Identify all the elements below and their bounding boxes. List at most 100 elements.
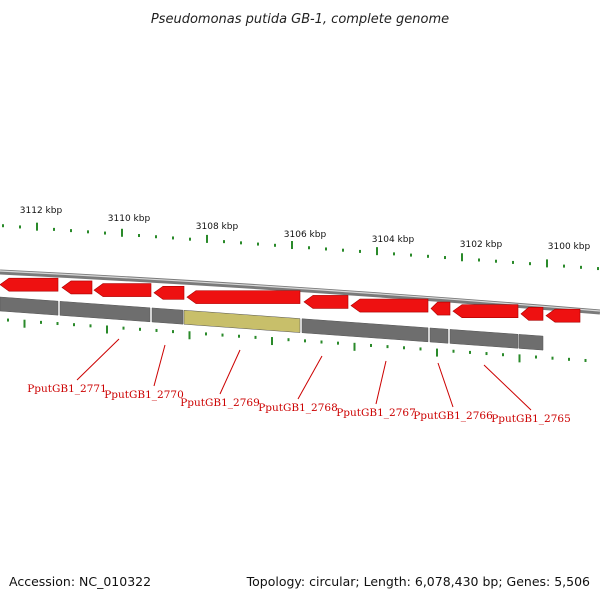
scale-tick — [568, 357, 570, 361]
scale-tick — [495, 259, 497, 263]
scale-tick — [427, 254, 429, 258]
scale-tick — [376, 247, 378, 256]
scale-tick — [89, 324, 92, 328]
bottom-scale-ticks — [7, 318, 587, 363]
scale-tick — [172, 236, 174, 240]
scale-tick — [410, 253, 412, 257]
scale-tick — [461, 253, 463, 262]
scale-tick — [444, 256, 446, 260]
gene-leader-line — [76, 338, 120, 381]
gene-leader-line — [153, 344, 166, 387]
scale-tick — [485, 352, 488, 356]
scale-tick — [23, 319, 26, 328]
scale-tick — [518, 354, 521, 363]
scale-tick — [7, 318, 9, 322]
scale-tick — [546, 259, 548, 268]
gene-arrow — [303, 295, 349, 309]
scale-tick — [189, 237, 191, 241]
top-scale-ticks — [2, 222, 599, 271]
scale-tick — [121, 228, 123, 237]
scale-label: 3108 kbp — [196, 222, 239, 232]
gene-label[interactable]: PputGB1_2771 — [27, 383, 107, 395]
scale-label: 3102 kbp — [460, 240, 503, 250]
gene-label[interactable]: PputGB1_2765 — [491, 413, 571, 425]
scale-tick — [287, 338, 290, 342]
gene-band — [449, 329, 519, 349]
scale-tick — [551, 356, 554, 360]
scale-tick — [172, 330, 174, 334]
scale-tick — [274, 243, 276, 247]
scale-tick — [36, 222, 38, 231]
scale-tick — [139, 327, 141, 331]
gene-leader-line — [297, 355, 323, 400]
scale-tick — [353, 342, 356, 351]
scale-tick — [535, 355, 537, 359]
scale-tick — [188, 331, 191, 340]
gene-arrow — [61, 280, 93, 295]
scale-tick — [254, 335, 257, 339]
scale-labels: 3112 kbp 3110 kbp 3108 kbp 3106 kbp 3104 kbp… — [20, 206, 591, 252]
gene-band — [151, 307, 184, 325]
gene-band — [59, 301, 151, 323]
scale-tick — [308, 246, 310, 250]
scale-tick — [393, 252, 395, 256]
scale-tick — [419, 347, 422, 351]
scale-tick — [436, 348, 438, 357]
gene-label[interactable]: PputGB1_2767 — [336, 407, 416, 419]
scale-tick — [104, 231, 106, 235]
scale-tick — [53, 227, 55, 231]
scale-tick — [304, 339, 306, 343]
scale-tick — [563, 264, 565, 268]
gene-arrow — [153, 286, 185, 300]
scale-tick — [257, 242, 259, 246]
scale-tick — [403, 346, 405, 350]
scale-tick — [138, 234, 140, 238]
scale-tick — [122, 326, 125, 330]
scale-label: 3110 kbp — [108, 214, 151, 224]
scale-tick — [370, 343, 372, 347]
gene-arrow — [0, 277, 59, 292]
scale-tick — [337, 341, 339, 345]
scale-tick — [386, 345, 389, 349]
scale-tick — [19, 225, 21, 229]
scale-label: 3104 kbp — [372, 235, 415, 245]
scale-tick — [40, 320, 42, 324]
scale-tick — [271, 337, 273, 346]
gene-label[interactable]: PputGB1_2769 — [180, 397, 260, 409]
gene-band — [518, 334, 544, 351]
gene-leader-lines — [76, 338, 532, 411]
gene-band — [301, 318, 429, 343]
scale-tick — [584, 358, 587, 362]
gene-band — [0, 296, 59, 316]
gene-labels: PputGB1_2771PputGB1_2770PputGB1_2769Pput… — [27, 383, 571, 425]
scale-label: 3106 kbp — [284, 230, 327, 240]
scale-tick — [452, 349, 455, 353]
gene-arrow — [545, 308, 581, 323]
scale-tick — [56, 322, 59, 326]
gene-label[interactable]: PputGB1_2766 — [413, 410, 493, 422]
scale-tick — [87, 230, 89, 234]
scale-tick — [325, 247, 327, 251]
gene-leader-line — [375, 360, 387, 405]
scale-tick — [73, 323, 75, 327]
gene-leader-line — [483, 364, 532, 411]
scale-tick — [291, 241, 293, 250]
scale-tick — [70, 229, 72, 233]
scale-tick — [529, 262, 531, 266]
gene-arrow — [520, 307, 544, 321]
scale-tick — [502, 353, 504, 357]
scale-tick — [580, 265, 582, 269]
gene-label[interactable]: PputGB1_2770 — [104, 389, 184, 401]
scale-tick — [155, 235, 157, 239]
gene-arrow — [93, 283, 152, 297]
scale-tick — [469, 350, 471, 354]
highlighted-gene-band — [183, 309, 301, 333]
gene-arrow — [452, 304, 519, 318]
gene-arrow — [430, 301, 451, 316]
scale-tick — [106, 325, 108, 334]
gene-label[interactable]: PputGB1_2768 — [258, 402, 338, 414]
scale-tick — [223, 240, 225, 244]
gene-leader-line — [437, 362, 454, 408]
scale-tick — [155, 328, 158, 332]
scale-label: 3100 kbp — [548, 242, 591, 252]
